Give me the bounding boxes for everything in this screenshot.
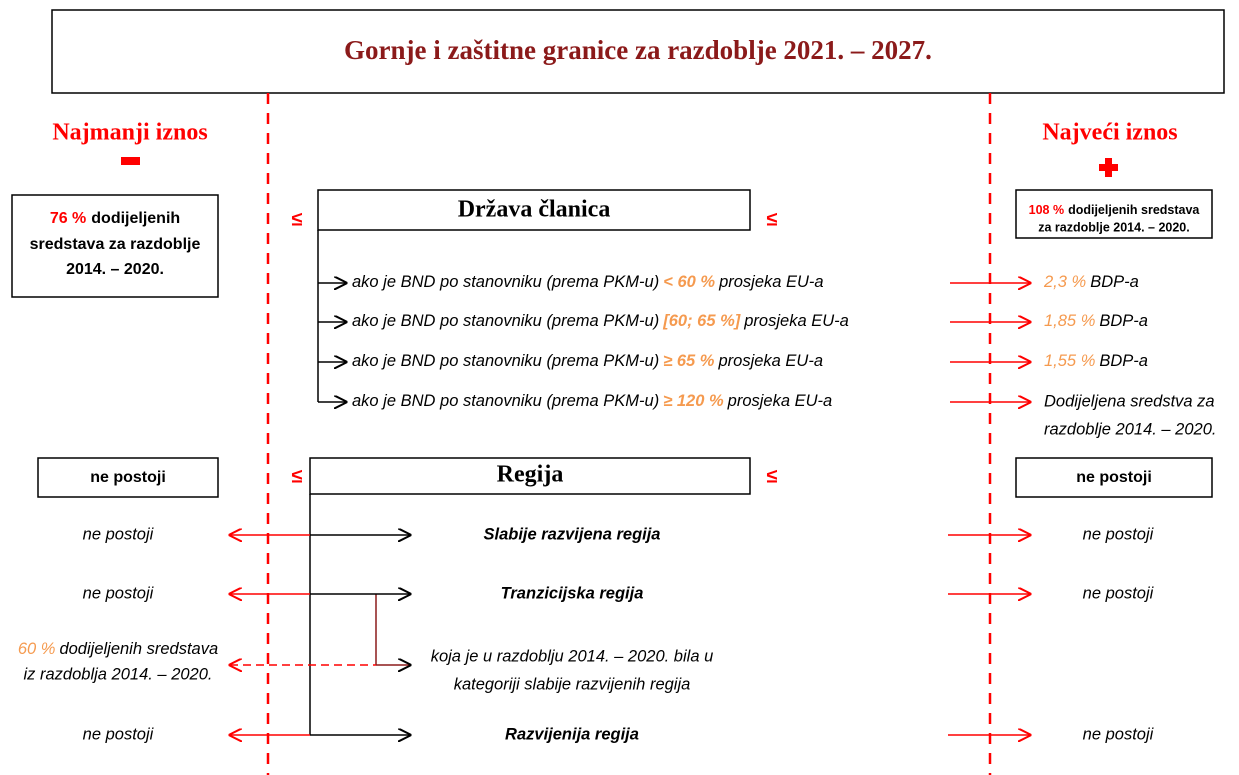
- condition-suffix: prosjeka EU-a: [717, 352, 823, 370]
- min-value: 60 % dodijeljenih sredstava: [18, 640, 218, 658]
- max-text: dodijeljenih sredstava: [1068, 203, 1200, 217]
- min-text: 2014. – 2020.: [66, 261, 164, 278]
- min-text: iz razdoblja 2014. – 2020.: [24, 665, 213, 683]
- min-percent: 76 %: [50, 210, 86, 227]
- region-box: [309, 457, 751, 495]
- max-value: ne postoji: [1083, 584, 1155, 602]
- member-state-label: Država članica: [458, 197, 611, 223]
- condition-prefix: ako je BND po stanovniku (prema PKM-u): [352, 392, 659, 410]
- title-box: [51, 9, 1225, 94]
- min-box: [11, 194, 219, 298]
- max-percent: 108 %: [1029, 203, 1064, 217]
- region-name: kategoriji slabije razvijenih regija: [454, 675, 691, 693]
- condition-suffix: prosjeka EU-a: [727, 392, 833, 410]
- leq-sign: ≤: [767, 208, 778, 230]
- leq-sign: ≤: [767, 465, 778, 487]
- region-label: Regija: [497, 462, 564, 488]
- result-value: 2,3 %: [1043, 273, 1086, 291]
- condition-suffix: prosjeka EU-a: [743, 312, 849, 330]
- threshold: ≥ 120 %: [663, 392, 724, 410]
- region-name: koja je u razdoblju 2014. – 2020. bila u: [431, 647, 714, 665]
- condition-prefix: ako je BND po stanovniku (prema PKM-u): [352, 352, 659, 370]
- region-name: Tranzicijska regija: [501, 584, 644, 602]
- leq-sign: ≤: [292, 208, 303, 230]
- region-name: Slabije razvijena regija: [483, 525, 660, 543]
- result-value: 1,55 %: [1044, 352, 1095, 370]
- max-value: ne postoji: [1083, 525, 1155, 543]
- condition: ako je BND po stanovniku (prema PKM-u) [6…: [352, 312, 849, 330]
- leq-sign: ≤: [292, 465, 303, 487]
- result-text: BDP-a: [1099, 352, 1148, 370]
- min-value: ne postoji: [83, 725, 155, 743]
- min-text: dodijeljenih: [91, 210, 180, 227]
- min-box-line: 76 % dodijeljenih: [50, 210, 180, 227]
- max-text: za razdoblje 2014. – 2020.: [1038, 220, 1189, 234]
- max-value: ne postoji: [1083, 725, 1155, 743]
- min-percent: 60 %: [18, 640, 56, 658]
- member-state-box: [317, 189, 751, 231]
- result-value: 1,85 %: [1044, 312, 1095, 330]
- max-label: Najveći iznos: [1042, 120, 1177, 146]
- result-text: BDP-a: [1099, 312, 1148, 330]
- threshold: ≥ 65 %: [663, 352, 715, 370]
- result: 1,85 % BDP-a: [1044, 312, 1148, 330]
- min-text: sredstava za razdoblje: [30, 236, 201, 253]
- region-min-box: [37, 457, 219, 498]
- min-value: ne postoji: [83, 525, 155, 543]
- minus-icon: [121, 157, 140, 165]
- result: 2,3 % BDP-a: [1043, 273, 1139, 291]
- result: 1,55 % BDP-a: [1044, 352, 1148, 370]
- threshold: [60; 65 %]: [662, 312, 741, 330]
- region-min-text: ne postoji: [90, 469, 166, 486]
- result-text: BDP-a: [1090, 273, 1139, 291]
- min-label: Najmanji iznos: [52, 120, 207, 146]
- max-box: [1015, 189, 1213, 239]
- region-max-box: [1015, 457, 1213, 498]
- condition: ako je BND po stanovniku (prema PKM-u) ≥ …: [352, 392, 832, 410]
- result: razdoblje 2014. – 2020.: [1044, 420, 1216, 438]
- title: Gornje i zaštitne granice za razdoblje 2…: [344, 35, 932, 65]
- condition-prefix: ako je BND po stanovniku (prema PKM-u): [352, 312, 659, 330]
- max-box-line: 108 % dodijeljenih sredstava: [1029, 203, 1201, 217]
- min-text: dodijeljenih sredstava: [59, 640, 218, 658]
- threshold: < 60 %: [663, 273, 715, 291]
- plus-icon: [1099, 158, 1118, 177]
- result: Dodijeljena sredstva za: [1044, 392, 1215, 410]
- condition-suffix: prosjeka EU-a: [718, 273, 824, 291]
- min-value: ne postoji: [83, 584, 155, 602]
- region-name: Razvijenija regija: [505, 725, 639, 743]
- region-max-text: ne postoji: [1076, 469, 1152, 486]
- condition: ako je BND po stanovniku (prema PKM-u) ≥ …: [352, 352, 823, 370]
- condition-prefix: ako je BND po stanovniku (prema PKM-u): [352, 273, 659, 291]
- condition: ako je BND po stanovniku (prema PKM-u) < …: [352, 273, 824, 291]
